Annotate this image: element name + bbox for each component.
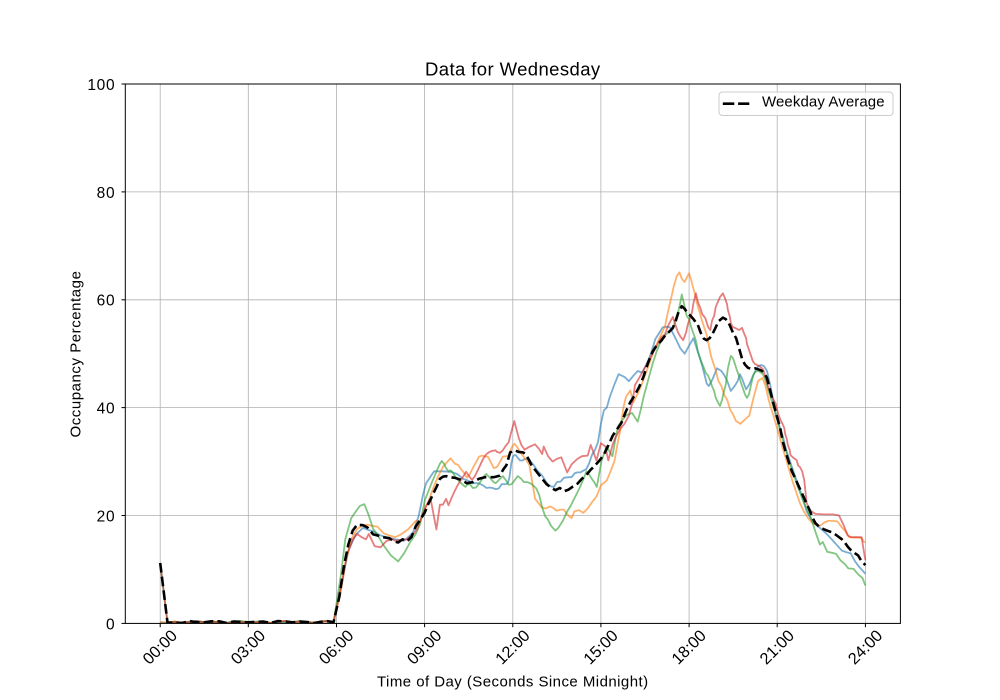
svg-text:Data for Wednesday: Data for Wednesday [425,58,601,79]
svg-text:Time of Day (Seconds Since Mid: Time of Day (Seconds Since Midnight) [377,674,649,691]
svg-text:80: 80 [97,185,116,202]
svg-text:0: 0 [106,616,115,633]
svg-text:60: 60 [97,293,116,310]
svg-text:Occupancy Percentage: Occupancy Percentage [68,271,85,438]
svg-text:20: 20 [97,508,116,525]
svg-text:40: 40 [97,401,116,418]
svg-text:Weekday Average: Weekday Average [762,94,885,111]
svg-text:100: 100 [87,77,115,94]
